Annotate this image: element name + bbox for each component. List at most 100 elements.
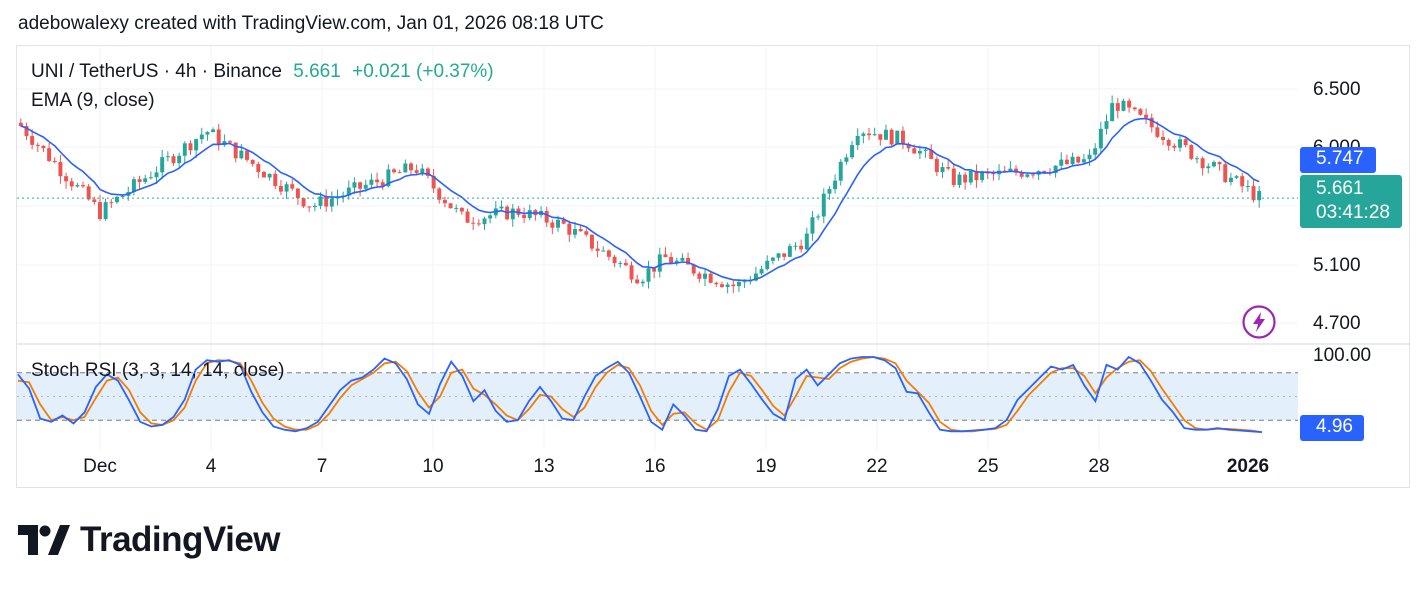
candle — [1217, 161, 1222, 171]
candle-body — [165, 156, 170, 158]
candle-body — [1115, 103, 1120, 111]
candle-body — [24, 126, 29, 137]
candle-body — [278, 185, 283, 192]
candle-body — [131, 179, 136, 193]
candle — [652, 268, 657, 279]
candle — [261, 170, 266, 178]
candle-body — [1149, 117, 1154, 128]
candle — [329, 191, 334, 212]
candle-body — [1144, 114, 1149, 118]
candle-body — [1098, 128, 1103, 149]
candle-body — [589, 234, 594, 249]
candle — [278, 180, 283, 196]
candle-body — [878, 134, 883, 140]
candle — [1104, 114, 1109, 135]
candle — [657, 247, 662, 278]
stoch-k-line — [17, 355, 1263, 433]
candle — [1183, 136, 1188, 148]
candle — [307, 206, 312, 212]
candle — [1019, 169, 1024, 179]
candle-body — [895, 130, 900, 145]
candle-body — [81, 185, 86, 187]
candle — [691, 263, 696, 277]
candle — [1189, 144, 1194, 161]
candle — [736, 279, 741, 292]
candle — [963, 172, 968, 190]
candle — [35, 142, 40, 152]
candle-body — [58, 162, 63, 177]
time-axis-label: Dec — [83, 456, 117, 477]
candle-body — [1019, 172, 1024, 177]
candle — [985, 168, 990, 180]
time-axis-label: 25 — [977, 456, 998, 477]
candle — [295, 187, 300, 206]
candle-body — [318, 196, 323, 206]
candle-body — [403, 163, 408, 173]
candle-body — [850, 145, 855, 158]
candle — [346, 180, 351, 200]
candle — [1087, 149, 1092, 166]
candle — [1178, 134, 1182, 152]
candle-body — [787, 246, 792, 257]
candle-body — [1138, 109, 1143, 115]
candle-body — [940, 167, 945, 173]
chart-panel[interactable] — [16, 45, 1410, 488]
candle-body — [1104, 121, 1109, 129]
candle — [143, 174, 148, 185]
candle-body — [816, 216, 821, 218]
candle-body — [194, 139, 199, 151]
candle-body — [358, 182, 363, 189]
candle-body — [1059, 159, 1064, 166]
candle-body — [148, 177, 153, 179]
candle — [216, 123, 221, 151]
candle — [618, 261, 623, 268]
candle-body — [454, 207, 459, 209]
candle — [1223, 160, 1228, 183]
candle — [369, 173, 374, 189]
candle-body — [510, 208, 515, 220]
candle — [714, 281, 719, 287]
symbol-legend: UNI / TetherUS · 4h · Binance 5.661 +0.0… — [31, 61, 494, 83]
candle — [680, 253, 685, 262]
candle — [906, 142, 911, 152]
candle-body — [375, 179, 380, 183]
candle-body — [295, 188, 300, 199]
candle-body — [900, 130, 905, 145]
candle — [1076, 156, 1081, 164]
candle-body — [765, 260, 770, 270]
candle-body — [567, 223, 572, 235]
candle-body — [804, 233, 809, 250]
candle — [968, 170, 973, 185]
candle — [488, 213, 493, 224]
candle — [833, 174, 838, 194]
candle-body — [103, 202, 108, 220]
candle-body — [205, 132, 210, 135]
candle — [1234, 174, 1239, 180]
candle — [646, 260, 651, 289]
tradingview-logo[interactable]: TradingView — [18, 520, 281, 560]
candle-body — [409, 163, 413, 171]
candle-body — [239, 150, 244, 159]
candle — [1121, 98, 1126, 112]
price-tick: 6.500 — [1313, 79, 1361, 100]
candle-body — [623, 262, 628, 266]
candle-body — [703, 273, 708, 279]
candle — [725, 282, 730, 294]
candle — [601, 246, 606, 252]
candle-body — [782, 253, 787, 257]
candle-body — [1031, 174, 1035, 176]
candle-body — [742, 281, 747, 283]
candle — [793, 242, 798, 251]
candle-body — [691, 264, 696, 274]
candle-body — [867, 133, 871, 136]
time-axis-label: 16 — [644, 456, 665, 477]
candle-body — [363, 184, 368, 189]
candle-body — [1172, 145, 1177, 148]
candle-body — [980, 172, 985, 181]
time-axis-label: 22 — [866, 456, 887, 477]
candle-body — [556, 219, 560, 228]
lightning-icon[interactable] — [1242, 305, 1276, 339]
candle-body — [934, 158, 939, 173]
candle-body — [1008, 168, 1013, 171]
